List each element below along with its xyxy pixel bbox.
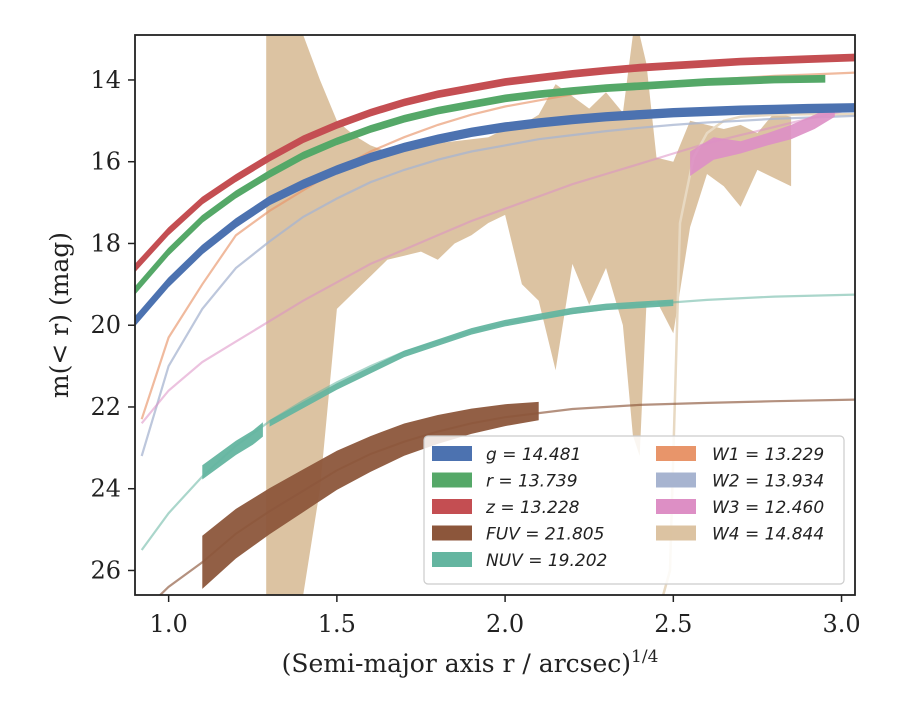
y-tick-label: 20	[90, 311, 121, 339]
band-layer	[266, 35, 792, 595]
legend: g = 14.481 r = 13.739 z = 13.228 FUV = 21.8…	[423, 435, 845, 585]
series-w4-band	[266, 35, 792, 595]
legend-swatch-w4	[656, 525, 696, 541]
legend-label-r: r = 13.739	[486, 472, 578, 492]
series-w2-model-curve	[140, 114, 855, 457]
legend-label-z: z = 13.228	[485, 498, 580, 518]
plot-frame	[134, 34, 856, 596]
line-layer	[135, 53, 855, 595]
legend-swatch-z	[432, 499, 472, 514]
series-fuv-band	[202, 401, 539, 589]
legend-label-w3: W3 = 12.460	[712, 498, 824, 518]
x-tick-label: 3.0	[822, 610, 860, 638]
y-tick-label: 26	[90, 556, 121, 584]
tick-layer: 1.0 1.5 2.0 2.5 3.0 14 16 18 20 22 24 26	[90, 66, 860, 638]
series-w4-line	[661, 113, 855, 595]
series-r-band	[135, 74, 826, 295]
legend-swatch-w2	[656, 472, 696, 488]
legend-frame	[423, 435, 845, 585]
legend-label-w2: W2 = 13.934	[712, 472, 824, 492]
x-tick-label: 2.5	[654, 610, 692, 638]
series-g-band	[135, 103, 855, 327]
y-axis-label: m(< r) (mag)	[45, 232, 74, 398]
legend-swatch-r	[432, 472, 472, 488]
x-axis-label: (Semi-major axis r / arcsec)1/4	[282, 647, 659, 678]
legend-swatch-nuv	[432, 552, 472, 567]
y-tick-label: 22	[90, 393, 121, 421]
legend-swatch-fuv	[432, 525, 472, 541]
legend-label-w1: W1 = 13.229	[712, 445, 824, 465]
series-nuv-band-inner	[202, 422, 263, 480]
legend-label-g: g = 14.481	[486, 445, 581, 465]
x-tick-label: 1.5	[318, 610, 356, 638]
series-w3-band	[690, 104, 835, 176]
series-z-band	[135, 53, 855, 273]
y-tick-label: 16	[90, 148, 121, 176]
legend-label-fuv: FUV = 21.805	[486, 525, 604, 545]
x-tick-label: 1.0	[150, 610, 188, 638]
x-tick-label: 2.0	[486, 610, 524, 638]
legend-swatch-w3	[656, 499, 696, 514]
y-tick-label: 14	[90, 66, 121, 94]
y-tick-label: 24	[90, 475, 121, 503]
legend-label-w4: W4 = 14.844	[712, 525, 824, 545]
legend-swatch-w1	[656, 446, 696, 461]
legend-swatch-g	[432, 446, 472, 461]
y-tick-label: 18	[90, 229, 121, 257]
legend-label-nuv: NUV = 19.202	[486, 551, 607, 571]
